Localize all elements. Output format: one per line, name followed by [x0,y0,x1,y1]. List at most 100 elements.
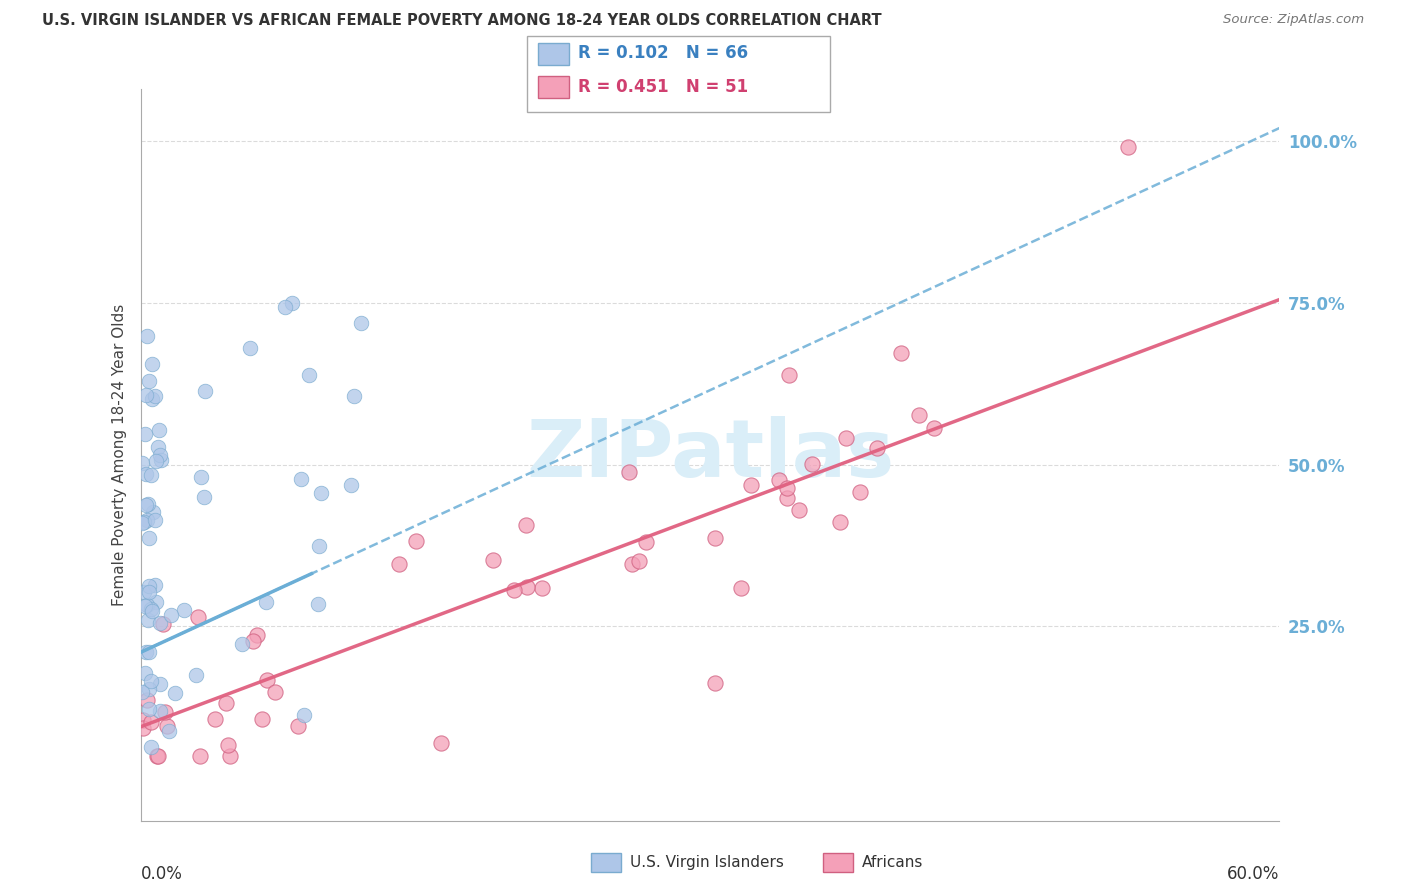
Point [163,685,186,699]
Point [908,408,931,422]
Point [139,739,162,754]
Point [307,597,329,611]
Point [138,702,160,716]
Point [287,719,309,733]
Point [636,535,658,549]
Point [430,736,453,750]
Point [264,685,287,699]
Point [620,558,643,572]
Point [890,346,912,360]
Text: 0.0%: 0.0% [141,864,183,882]
Text: U.S. Virgin Islanders: U.S. Virgin Islanders [630,855,783,870]
Point [148,423,170,437]
Point [281,296,304,310]
Point [503,582,526,597]
Point [132,721,155,735]
Point [136,613,159,627]
Point [250,712,273,726]
Point [405,534,427,549]
Point [800,457,823,471]
Point [204,712,226,726]
Point [149,452,172,467]
Point [153,705,176,719]
Point [830,515,852,529]
Point [627,554,650,568]
Point [134,666,156,681]
Text: R = 0.102   N = 66: R = 0.102 N = 66 [578,44,748,62]
Point [160,608,183,623]
Point [849,485,872,500]
Point [703,532,725,546]
Point [149,704,172,718]
Point [256,673,278,687]
Point [157,723,180,738]
Point [149,448,172,462]
Point [290,472,312,486]
Point [173,603,195,617]
Point [131,516,153,530]
Point [135,328,157,343]
Point [193,490,215,504]
Point [730,581,752,595]
Point [131,685,153,699]
Point [231,637,253,651]
Point [143,578,166,592]
Point [156,719,179,733]
Point [776,481,799,495]
Point [134,599,156,613]
Point [145,595,167,609]
Point [309,486,332,500]
Point [187,610,209,624]
Point [145,389,167,403]
Point [139,602,162,616]
Point [350,316,373,330]
Point [138,531,160,545]
Point [138,682,160,697]
Y-axis label: Female Poverty Among 18-24 Year Olds: Female Poverty Among 18-24 Year Olds [111,304,127,606]
Point [617,465,640,479]
Point [294,707,316,722]
Point [922,420,945,434]
Point [135,498,157,512]
Point [482,552,505,566]
Point [239,341,262,355]
Point [141,392,163,406]
Point [136,598,159,612]
Point [388,557,411,571]
Point [141,357,163,371]
Point [217,738,239,752]
Point [834,431,856,445]
Point [141,604,163,618]
Point [134,427,156,442]
Point [740,478,762,492]
Point [138,585,160,599]
Point [145,748,167,763]
Point [530,582,553,596]
Point [219,748,242,763]
Point [145,454,167,468]
Point [131,456,153,470]
Point [190,470,212,484]
Point [149,615,172,630]
Point [704,676,727,690]
Point [135,467,157,481]
Point [516,580,538,594]
Point [132,515,155,529]
Point [515,517,537,532]
Point [152,616,174,631]
Point [215,696,238,710]
Text: 60.0%: 60.0% [1227,864,1279,882]
Point [775,491,797,505]
Point [768,473,790,487]
Point [138,579,160,593]
Point [139,715,162,730]
Point [135,645,157,659]
Point [254,595,277,609]
Point [188,748,211,763]
Point [138,375,160,389]
Point [139,674,162,689]
Point [194,384,217,399]
Text: U.S. VIRGIN ISLANDER VS AFRICAN FEMALE POVERTY AMONG 18-24 YEAR OLDS CORRELATION: U.S. VIRGIN ISLANDER VS AFRICAN FEMALE P… [42,13,882,29]
Point [340,478,363,492]
Point [136,693,159,707]
